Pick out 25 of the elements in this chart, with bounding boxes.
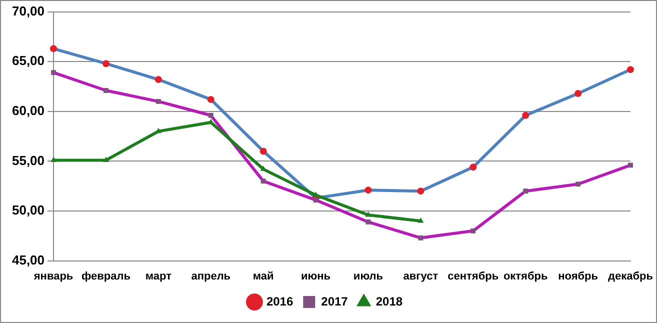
x-tick-label: ноябрь — [558, 270, 598, 282]
y-tick-label: 50,00 — [12, 202, 45, 218]
x-tick-label: сентябрь — [448, 270, 499, 282]
x-tick-label: декабрь — [608, 270, 654, 282]
y-tick-label: 55,00 — [12, 152, 45, 168]
x-tick-label: октябрь — [503, 270, 548, 282]
y-tick-label: 70,00 — [12, 3, 45, 18]
x-tick-label: апрель — [191, 270, 231, 282]
y-tick-label: 65,00 — [12, 53, 45, 68]
x-tick-label: июнь — [301, 270, 331, 282]
x-tick-label: январь — [34, 270, 74, 282]
x-tick-label: август — [403, 270, 439, 282]
x-tick-label: май — [252, 270, 274, 282]
legend-label: 2016 — [266, 294, 294, 308]
x-tick-label: февраль — [82, 270, 131, 282]
point — [365, 211, 372, 217]
x-tick-label: июль — [353, 270, 384, 282]
y-tick-label: 45,00 — [12, 252, 45, 268]
legend-label: 2018 — [376, 294, 403, 308]
point — [418, 217, 424, 223]
legend-label: 2017 — [321, 294, 348, 308]
y-tick-label: 60,00 — [12, 102, 45, 118]
point — [102, 156, 110, 162]
x-tick-label: март — [145, 270, 172, 282]
point — [50, 156, 57, 162]
